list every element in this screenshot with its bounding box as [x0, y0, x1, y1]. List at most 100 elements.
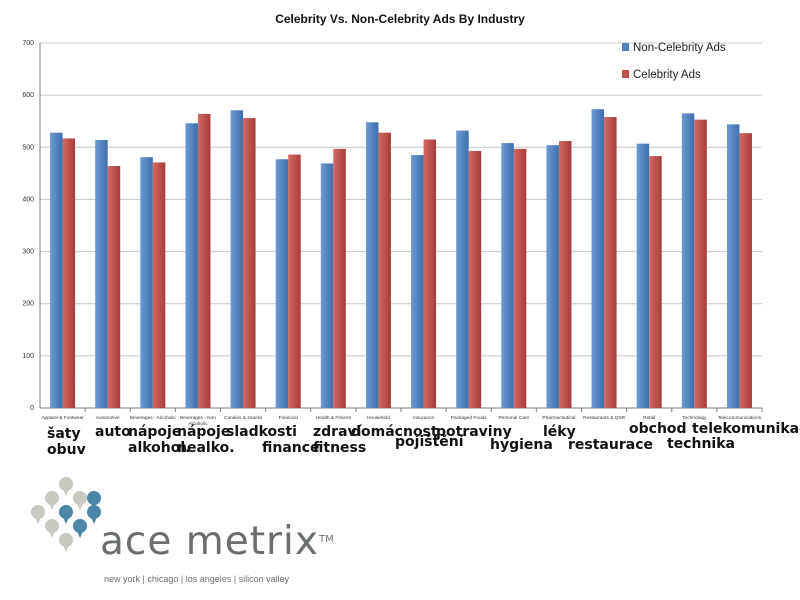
- brand-name: ace metrixTM: [100, 519, 334, 564]
- bar-celebrity: [604, 117, 617, 409]
- logo-dot-tail: [35, 517, 41, 524]
- y-axis: 0 100 200 300 400 500 600 700: [22, 40, 41, 412]
- logo-dot: [87, 505, 101, 519]
- bar-chart: Celebrity Vs. Non-Celebrity Ads By Indus…: [22, 12, 763, 427]
- logo-dot-tail: [63, 517, 69, 524]
- bar-celebrity: [378, 132, 391, 408]
- logo-dot: [45, 519, 59, 533]
- logo-dot-tail: [91, 503, 97, 510]
- logo-dot-tail: [91, 517, 97, 524]
- logo-dot-tail: [77, 503, 83, 510]
- bar-celebrity: [649, 156, 662, 408]
- czech-category-label: nápoje alkohol.: [128, 424, 191, 456]
- legend-swatch: [622, 70, 629, 78]
- bar-non-celebrity: [636, 143, 650, 408]
- dot-cluster-logo-icon: [31, 477, 101, 552]
- czech-label-line: potraviny: [436, 424, 512, 440]
- czech-label-line: telekomunikace: [692, 421, 800, 437]
- logo-dot: [59, 505, 73, 519]
- x-category-label: Technology: [682, 415, 707, 421]
- czech-label-line: hygiena: [490, 437, 553, 453]
- czech-label-line: pojištění: [395, 434, 464, 450]
- czech-label-line: nápoje: [177, 424, 231, 440]
- x-category-label: Pharmaceutical: [542, 415, 575, 421]
- y-tick-label: 200: [22, 301, 34, 308]
- czech-category-label: finance: [262, 440, 320, 456]
- x-category-label: Restaurants & QSR: [583, 415, 626, 421]
- czech-label-line: alkohol.: [128, 440, 191, 456]
- x-category-label: Retail: [643, 415, 655, 421]
- bar-non-celebrity: [275, 159, 289, 408]
- logo-dot-tail: [49, 531, 55, 538]
- y-tick-label: 600: [22, 92, 34, 99]
- x-category-label: Packaged Foods: [451, 415, 488, 421]
- czech-label-line: obchod: [629, 421, 687, 437]
- bar-celebrity: [739, 133, 752, 408]
- czech-label-line: finance: [262, 440, 320, 456]
- bar-non-celebrity: [320, 163, 334, 408]
- y-tick-label: 100: [22, 353, 34, 360]
- czech-category-label: sladkosti: [226, 424, 297, 440]
- bar-celebrity: [152, 162, 166, 408]
- bar-non-celebrity: [411, 155, 424, 408]
- y-tick-label: 700: [22, 40, 34, 47]
- bar-non-celebrity: [456, 130, 469, 408]
- czech-category-label: léky: [543, 424, 576, 440]
- czech-category-label: telekomunikace: [692, 421, 800, 437]
- bar-non-celebrity: [681, 113, 695, 409]
- x-category-label: Personal Care: [498, 415, 529, 421]
- ace-metrix-logo: ace metrixTM new york | chicago | los an…: [20, 470, 350, 595]
- y-tick-label: 300: [22, 249, 34, 256]
- bar-non-celebrity: [50, 132, 63, 408]
- czech-category-label: auto: [95, 424, 131, 440]
- czech-label-line: sladkosti: [226, 424, 297, 440]
- czech-category-label: šaty obuv: [47, 426, 86, 458]
- czech-label-line: technika: [667, 436, 735, 452]
- czech-category-label: zdraví fitness: [313, 424, 366, 456]
- czech-category-label: pojištění: [395, 434, 464, 450]
- bar-celebrity: [513, 148, 527, 408]
- bar-celebrity: [107, 166, 121, 408]
- logo-dot-tail: [63, 545, 69, 552]
- logo-dot: [31, 505, 45, 519]
- x-category-label: Beverages - Alcoholic: [130, 415, 177, 421]
- x-category-label: Candies & snacks: [224, 415, 263, 421]
- brand-tagline: new york | chicago | los angeles | silic…: [104, 574, 290, 584]
- czech-label-line: fitness: [313, 440, 367, 456]
- czech-label-line: restaurace: [568, 437, 653, 453]
- bar-celebrity: [197, 113, 211, 409]
- czech-category-label: hygiena: [490, 437, 553, 453]
- logo-dot: [87, 491, 101, 505]
- x-category-label: Financial: [279, 415, 298, 421]
- czech-category-label: nápoje nealko.: [177, 424, 235, 456]
- logo-dot-tail: [49, 503, 55, 510]
- bar-celebrity: [62, 138, 76, 408]
- logo-dot: [59, 477, 73, 491]
- bar-non-celebrity: [546, 145, 559, 408]
- bar-non-celebrity: [591, 109, 605, 408]
- czech-label-line: domácnost: [351, 424, 438, 440]
- czech-category-label: technika: [667, 436, 735, 452]
- czech-label-line: léky: [543, 424, 576, 440]
- x-category-label: Health & Fitness: [316, 415, 352, 421]
- logo-dot: [73, 491, 87, 505]
- chart-title: Celebrity Vs. Non-Celebrity Ads By Indus…: [275, 12, 525, 26]
- legend-swatch: [622, 43, 629, 51]
- y-tick-label: 400: [22, 196, 34, 203]
- bar-non-celebrity: [95, 139, 108, 408]
- czech-label-line: šaty: [47, 426, 81, 442]
- y-tick-label: 500: [22, 144, 34, 151]
- logo-dot: [59, 533, 73, 547]
- czech-label-line: zdraví: [313, 424, 362, 440]
- logo-dot: [73, 519, 87, 533]
- bar-celebrity: [333, 148, 346, 408]
- legend: Non-Celebrity Ads Celebrity Ads: [622, 42, 726, 81]
- bar-celebrity: [558, 141, 572, 408]
- czech-label-line: nápoje: [128, 424, 182, 440]
- logo-dot-tail: [63, 489, 69, 496]
- czech-category-label: obchod: [629, 421, 687, 437]
- czech-category-label: restaurace: [568, 437, 653, 453]
- czech-label-line: obuv: [47, 442, 86, 458]
- x-category-label: Automotive: [96, 415, 120, 421]
- bar-non-celebrity: [185, 123, 198, 409]
